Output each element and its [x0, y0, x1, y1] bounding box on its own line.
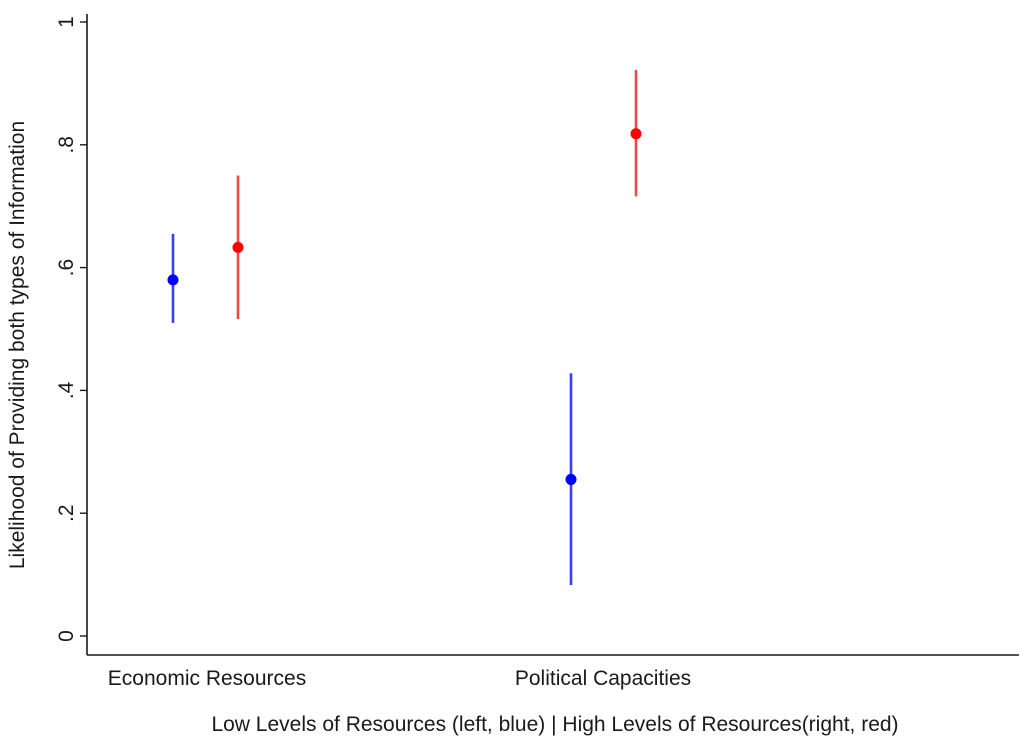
- y-ticks: 0 .2 .4 .6 .8 1: [55, 16, 87, 642]
- y-tick-label: 1: [55, 16, 78, 28]
- point-estimate: [232, 241, 244, 253]
- y-tick-label: 0: [55, 630, 78, 642]
- x-axis-title: Low Levels of Resources (left, blue) | H…: [211, 713, 898, 736]
- x-category-label: Economic Resources: [108, 667, 306, 690]
- y-tick-label: .8: [55, 136, 78, 154]
- y-tick-label: .6: [55, 259, 78, 277]
- category-labels: Economic Resources Political Capacities: [108, 667, 691, 690]
- point-estimate: [565, 473, 577, 485]
- y-axis-title: Likelihood of Providing both types of In…: [6, 121, 29, 569]
- point-estimate: [630, 128, 642, 140]
- point-estimate: [167, 274, 179, 286]
- y-tick-label: .4: [55, 381, 78, 399]
- y-tick-label: .2: [55, 504, 78, 522]
- axes-layer: [86, 14, 1019, 656]
- data-marks: [167, 69, 642, 586]
- x-category-label: Political Capacities: [515, 667, 691, 690]
